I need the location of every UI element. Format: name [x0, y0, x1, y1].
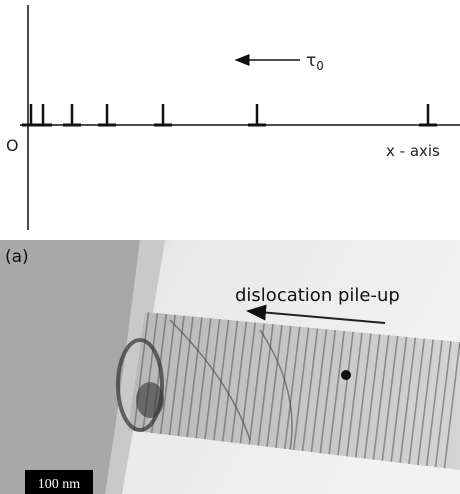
boundary-contrast — [116, 338, 164, 432]
scale-bar: 100 nm — [38, 477, 81, 492]
origin-label: O — [6, 136, 19, 155]
stripe — [307, 312, 331, 470]
stress-label: τ0 — [306, 51, 324, 73]
scale-bar-box — [25, 470, 93, 494]
dislocations — [22, 104, 437, 127]
stripe-curve — [169, 319, 251, 441]
schematic — [20, 5, 460, 230]
micrograph: (a) dislocation pile-up 100 nm — [0, 240, 460, 494]
pile-up-arrow — [246, 304, 386, 324]
panel-label: (a) — [5, 247, 29, 267]
stripe — [298, 312, 322, 470]
dark-spot — [136, 382, 164, 418]
annotation: dislocation pile-up — [235, 285, 400, 306]
defect-dot — [341, 370, 351, 380]
stripe-curve — [259, 329, 293, 451]
axis-label: x - axis — [386, 142, 440, 160]
grain-boundary — [105, 240, 165, 494]
stripe — [442, 312, 460, 470]
dark-grain — [0, 240, 150, 494]
